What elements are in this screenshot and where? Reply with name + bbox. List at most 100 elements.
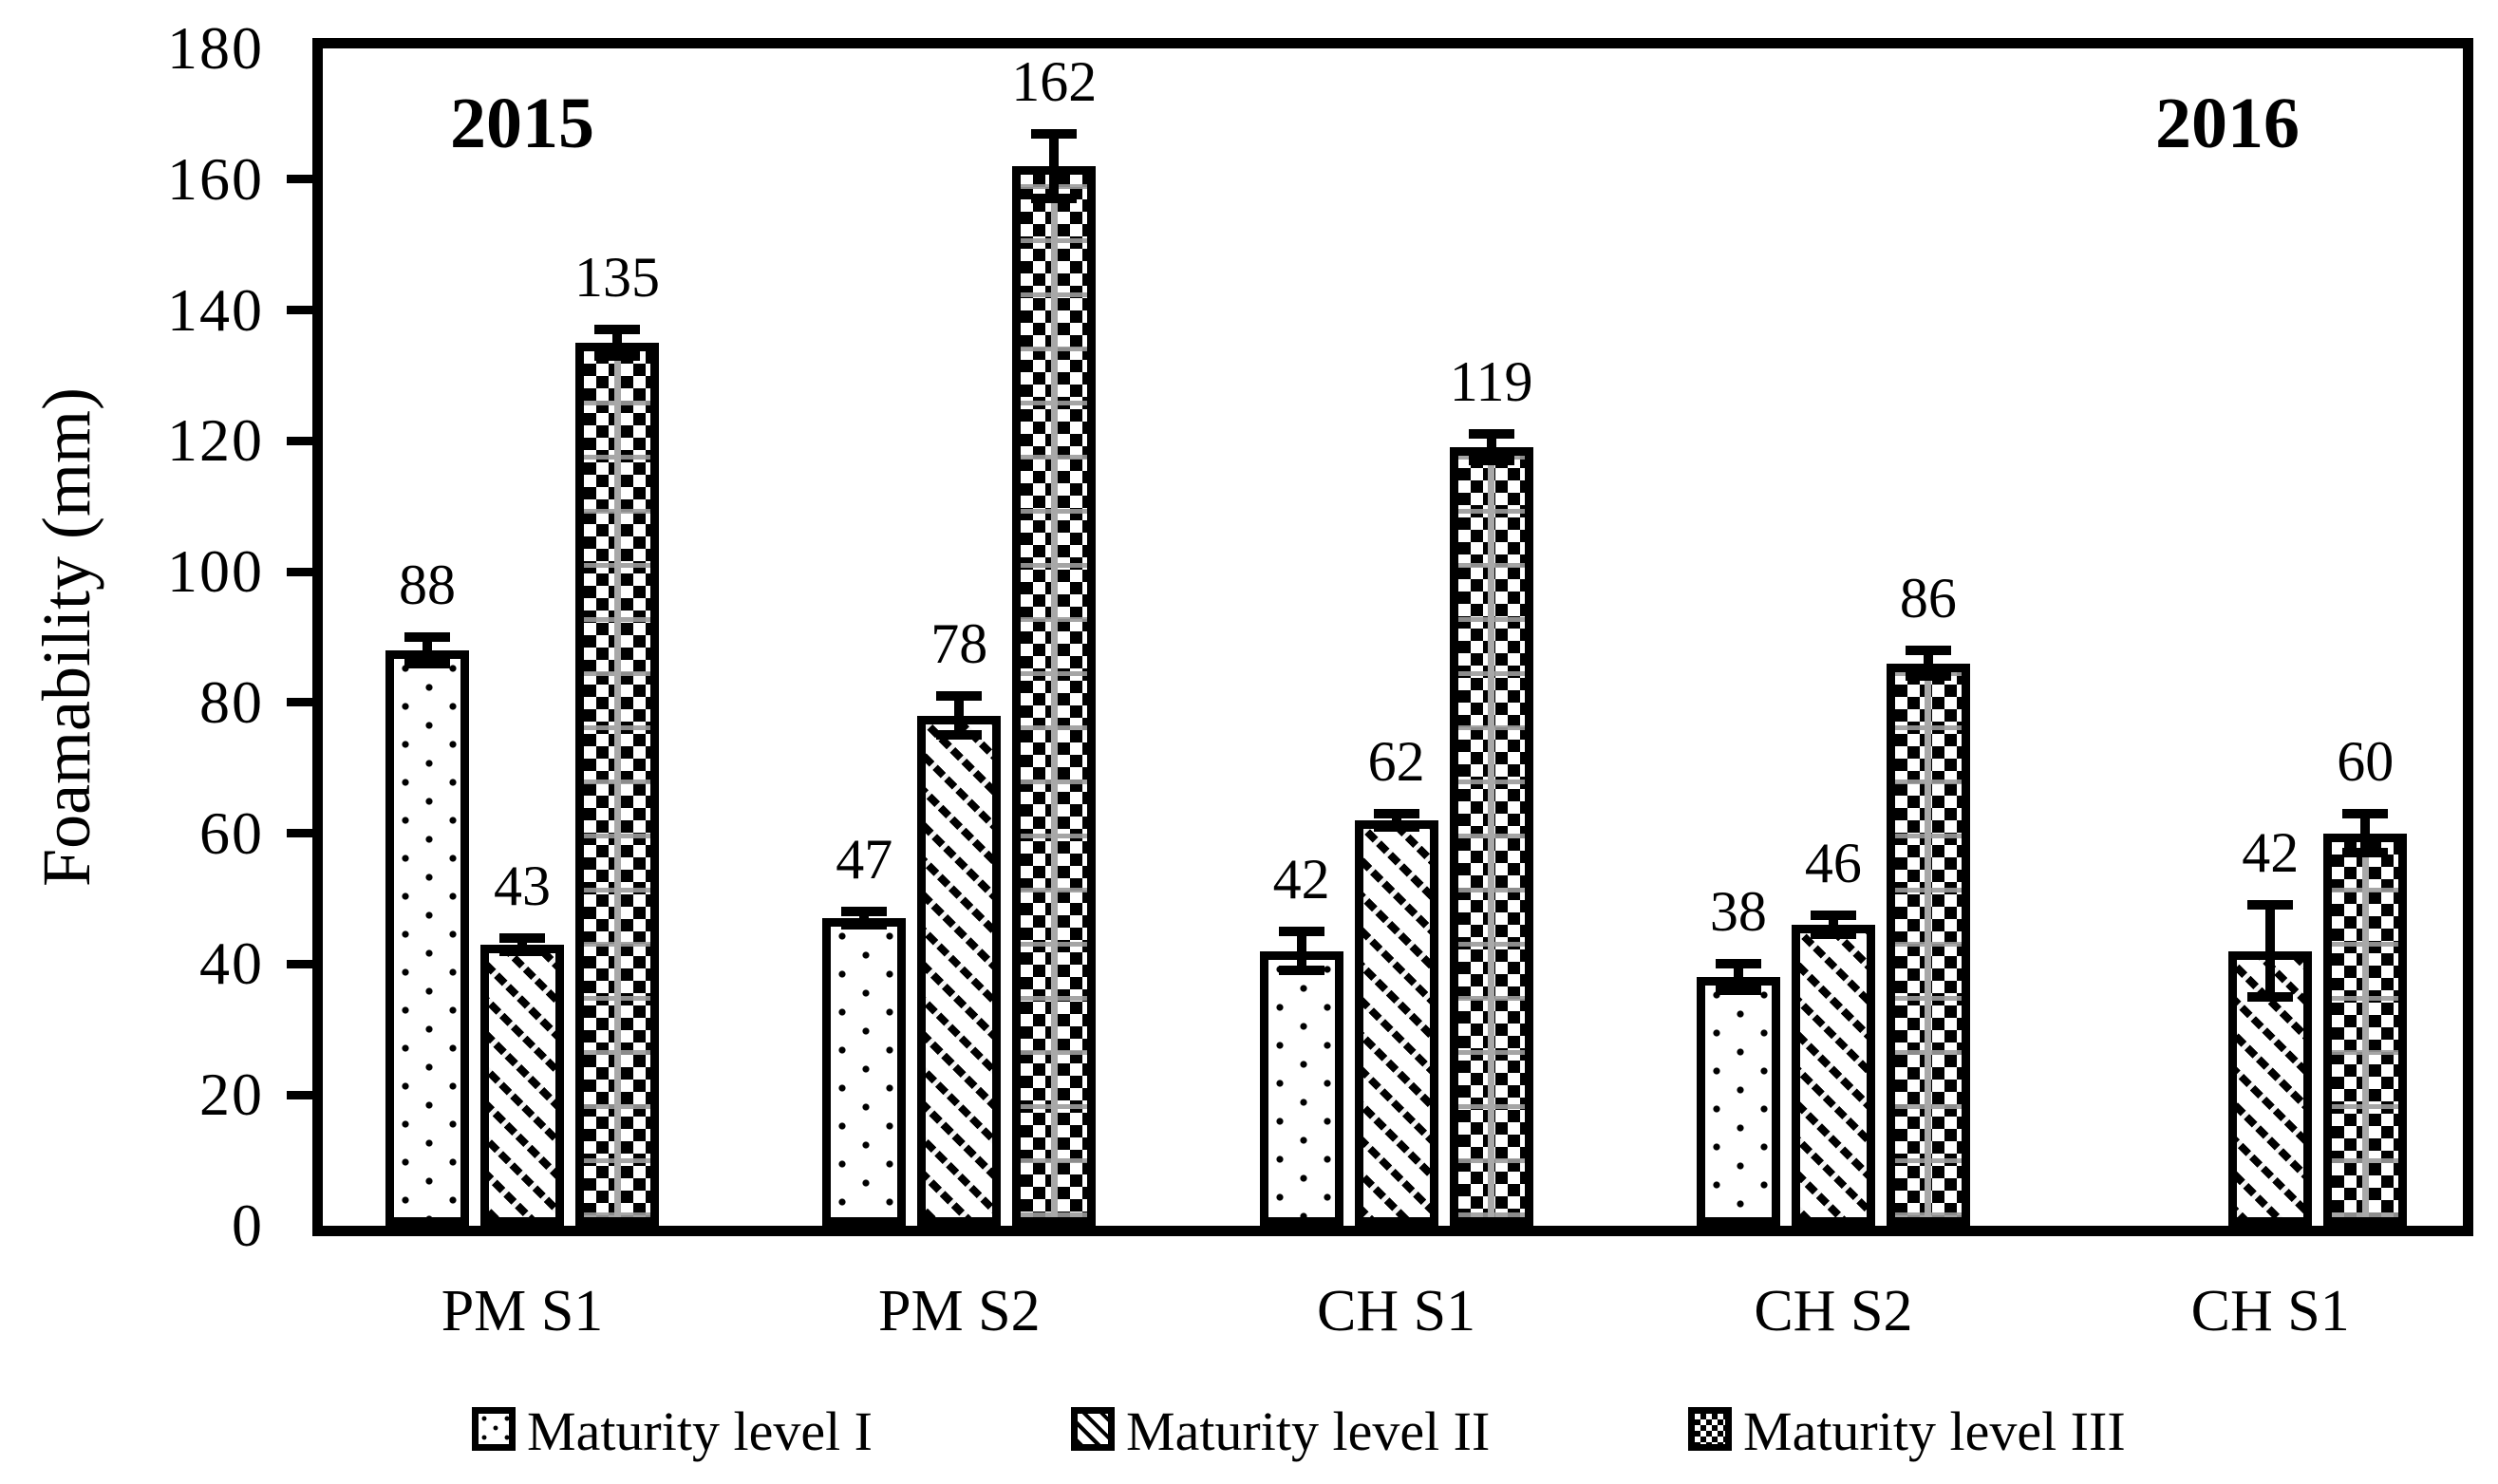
y-axis-tick-label: 80 [199,667,264,736]
error-bar-bottom-cap [1031,194,1078,204]
error-bar-line [2265,905,2276,997]
y-axis-tick [287,959,314,968]
error-bar-top-cap [841,907,888,917]
error-bar-top-cap [1373,809,1419,818]
error-bar-top-cap [594,325,640,335]
bar-diagonal-ch-s2 [1791,925,1875,1226]
y-axis-tick-label: 160 [167,144,264,213]
bar-data-label: 86 [1899,566,1957,629]
y-axis-tick-label: 180 [167,14,264,82]
bar-data-label: 135 [574,246,660,310]
x-axis-label: CH S1 [1317,1279,1476,1343]
error-bar-top-cap [1031,128,1078,139]
bar-diagonal-ch-s1 [1354,819,1438,1226]
bar-check-pm-s2 [1012,166,1097,1226]
bar-dots-ch-s2 [1696,977,1780,1226]
y-axis-tick-label: 0 [232,1192,264,1259]
error-bar-line [1828,914,1838,935]
dots-pattern-swatch-icon [472,1407,516,1451]
bar-center-guide-line [613,351,621,1217]
error-bar-bottom-cap [404,658,450,668]
bar-check-ch-s1 [2323,833,2408,1226]
bar-diagonal-pm-s2 [917,715,1002,1226]
y-axis-tick-label: 100 [167,537,264,606]
error-bar-top-cap [2247,900,2294,911]
bar-center-guide-line [1925,671,1932,1217]
bar-data-label: 60 [2337,730,2395,793]
bar-center-guide-line [1050,175,1058,1217]
error-bar-bottom-cap [1905,671,1951,682]
error-bar-line [1296,931,1306,971]
error-bar-bottom-cap [594,350,640,361]
error-bar-line [1486,434,1496,460]
error-bar-bottom-cap [2342,848,2389,858]
y-axis-tick-label: 40 [199,930,264,998]
bar-center-guide-line [2361,841,2369,1217]
bar-check-ch-s1 [1449,447,1533,1226]
x-axis-label: PM S1 [441,1279,604,1343]
bar-data-label: 46 [1804,831,1862,894]
error-bar-line [1391,814,1401,827]
legend-label: Maturity level I [527,1400,873,1462]
year-annotation-2016: 2016 [2155,84,2300,163]
y-axis-title: Foamability (mm) [28,387,104,887]
bar-data-label: 47 [836,828,893,892]
error-bar-line [954,696,965,736]
y-axis-tick [287,829,314,838]
x-axis-label: CH S2 [1754,1279,1913,1343]
error-bar-bottom-cap [1715,986,1761,995]
error-bar-top-cap [1905,645,1951,655]
error-bar-bottom-cap [1278,966,1324,976]
error-bar-top-cap [1468,429,1514,440]
legend-label: Maturity level II [1126,1400,1491,1462]
error-bar-bottom-cap [1373,821,1419,832]
bar-check-ch-s2 [1886,663,1970,1226]
bar-data-label: 88 [399,554,456,616]
y-axis-tick-label: 140 [167,275,264,344]
y-axis-tick [287,306,314,315]
y-axis-tick [287,698,314,707]
error-bar-line [423,637,432,664]
y-axis-tick [287,436,314,445]
bar-diagonal-ch-s1 [2228,950,2313,1226]
error-bar-top-cap [1278,927,1324,936]
y-axis-tick-label: 20 [199,1061,264,1129]
error-bar-bottom-cap [499,946,545,956]
error-bar-bottom-cap [2247,991,2294,1002]
bar-data-label: 162 [1011,49,1098,113]
bar-data-label: 43 [494,854,551,917]
y-axis-tick-label: 120 [167,406,264,475]
bar-data-label: 42 [1272,848,1330,911]
bar-data-label: 78 [930,612,988,675]
bar-check-pm-s1 [575,343,659,1226]
legend-label: Maturity level III [1743,1400,2126,1462]
error-bar-bottom-cap [936,730,983,741]
diagonal-pattern-swatch-icon [1071,1407,1115,1451]
bar-dots-pm-s1 [385,649,469,1226]
y-axis-tick [287,1090,314,1099]
error-bar-line [1049,133,1060,199]
error-bar-top-cap [936,691,983,701]
error-bar-bottom-cap [1810,930,1856,940]
x-axis-label: PM S2 [878,1279,1041,1343]
bar-dots-ch-s1 [1259,950,1343,1226]
error-bar-top-cap [499,932,545,943]
y-axis-tick [287,175,314,184]
y-axis-tick [287,567,314,576]
x-axis-label: CH S1 [2190,1279,2350,1343]
year-annotation-2015: 2015 [450,84,594,163]
error-bar-top-cap [404,632,450,642]
bar-data-label: 38 [1709,880,1767,944]
bar-diagonal-pm-s1 [480,944,564,1226]
bar-data-label: 119 [1449,350,1533,414]
bar-data-label: 42 [2242,821,2300,885]
bar-center-guide-line [1488,456,1495,1217]
error-bar-bottom-cap [1468,456,1514,465]
error-bar-top-cap [1810,910,1856,920]
error-bar-bottom-cap [841,920,888,930]
y-axis-tick-label: 60 [199,798,264,867]
error-bar-line [859,911,870,926]
bar-data-label: 62 [1367,730,1425,793]
error-bar-line [1923,649,1933,677]
